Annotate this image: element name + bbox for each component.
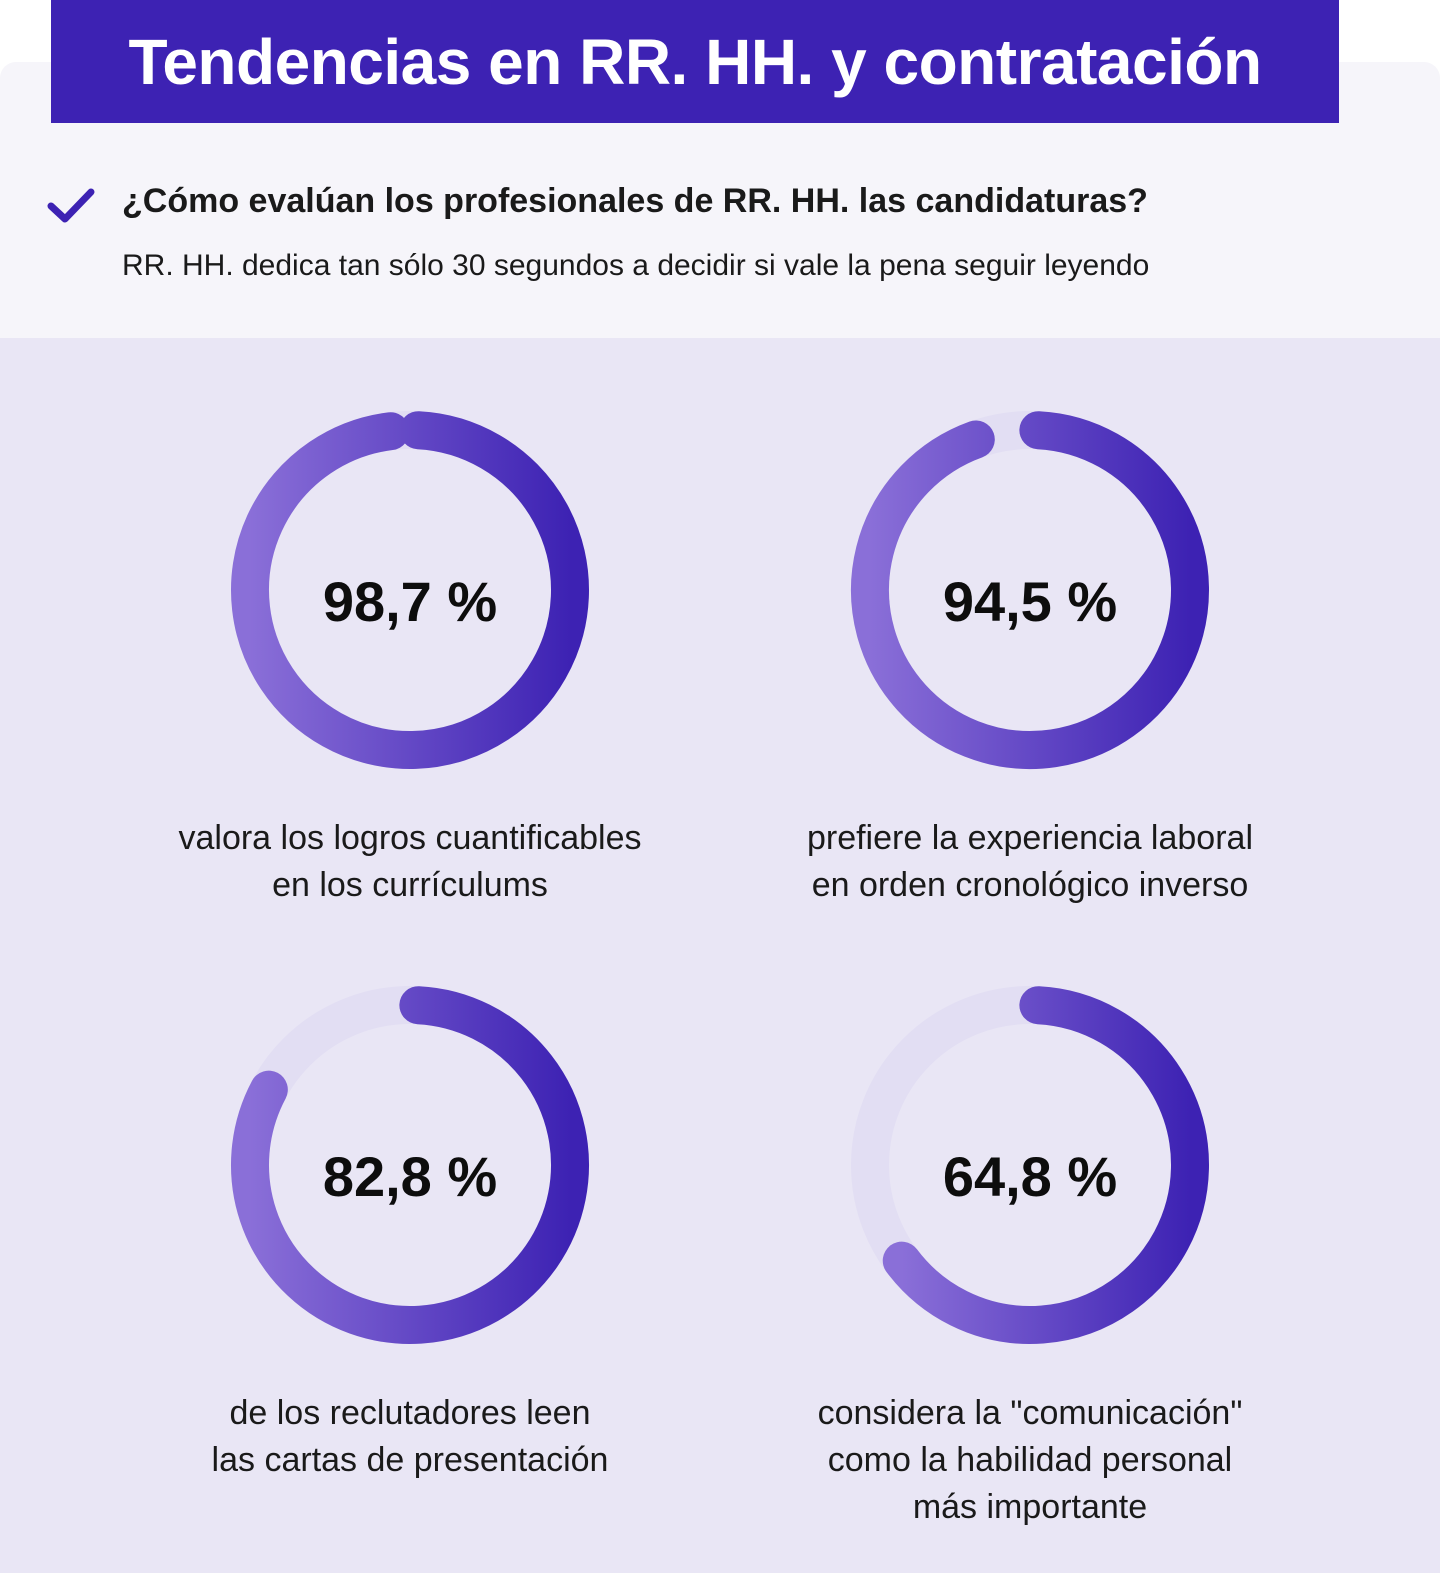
stat-value-2: 94,5 % bbox=[942, 570, 1118, 633]
intro-subtitle: RR. HH. dedica tan sólo 30 segundos a de… bbox=[122, 249, 1150, 282]
ring-arc-3 bbox=[231, 986, 589, 1344]
stat-label-2-line-1: prefiere la experiencia laboral bbox=[806, 819, 1254, 857]
stat-label-1: valora los logros cuantificables en los … bbox=[100, 815, 720, 909]
progress-ring-1 bbox=[231, 411, 589, 769]
stat-label-4-line-1: considera la "comunicación" bbox=[817, 1394, 1243, 1432]
stat-card-4: 64,8 % considera la "comunicación" como … bbox=[720, 985, 1340, 1545]
stat-value-4: 64,8 % bbox=[942, 1145, 1118, 1208]
ring-arc-2 bbox=[851, 411, 1209, 769]
stat-label-1-line-2: en los currículums bbox=[272, 866, 548, 904]
title-banner: Tendencias en RR. HH. y contratación bbox=[51, 0, 1339, 123]
page-title: Tendencias en RR. HH. y contratación bbox=[128, 25, 1262, 98]
stat-value-3: 82,8 % bbox=[322, 1145, 498, 1208]
progress-ring-2 bbox=[851, 411, 1209, 769]
stat-card-3: 82,8 % de los reclutadores leen las cart… bbox=[100, 985, 720, 1505]
stat-label-3-line-1: de los reclutadores leen bbox=[229, 1394, 591, 1432]
progress-ring-4 bbox=[851, 986, 1209, 1344]
stat-label-4-line-2: como la habilidad personal bbox=[827, 1441, 1233, 1479]
ring-arc-1 bbox=[231, 411, 589, 769]
stat-label-3: de los reclutadores leen las cartas de p… bbox=[100, 1390, 720, 1484]
stat-card-2: 94,5 % prefiere la experiencia laboral e… bbox=[720, 410, 1340, 910]
intro-question: ¿Cómo evalúan los profesionales de RR. H… bbox=[122, 182, 1148, 220]
stat-label-4-line-3: más importante bbox=[912, 1488, 1148, 1526]
stat-label-2: prefiere la experiencia laboral en orden… bbox=[720, 815, 1340, 909]
stat-value-1: 98,7 % bbox=[322, 570, 498, 633]
stat-label-4: considera la "comunicación" como la habi… bbox=[720, 1390, 1340, 1531]
stat-label-2-line-2: en orden cronológico inverso bbox=[811, 866, 1249, 904]
stat-label-1-line-1: valora los logros cuantificables bbox=[178, 819, 642, 857]
stat-label-3-line-2: las cartas de presentación bbox=[211, 1441, 609, 1479]
ring-arc-4 bbox=[882, 986, 1209, 1344]
check-icon bbox=[47, 188, 95, 223]
stat-card-1: 98,7 % valora los logros cuantificables … bbox=[100, 410, 720, 910]
progress-ring-3 bbox=[231, 986, 589, 1344]
